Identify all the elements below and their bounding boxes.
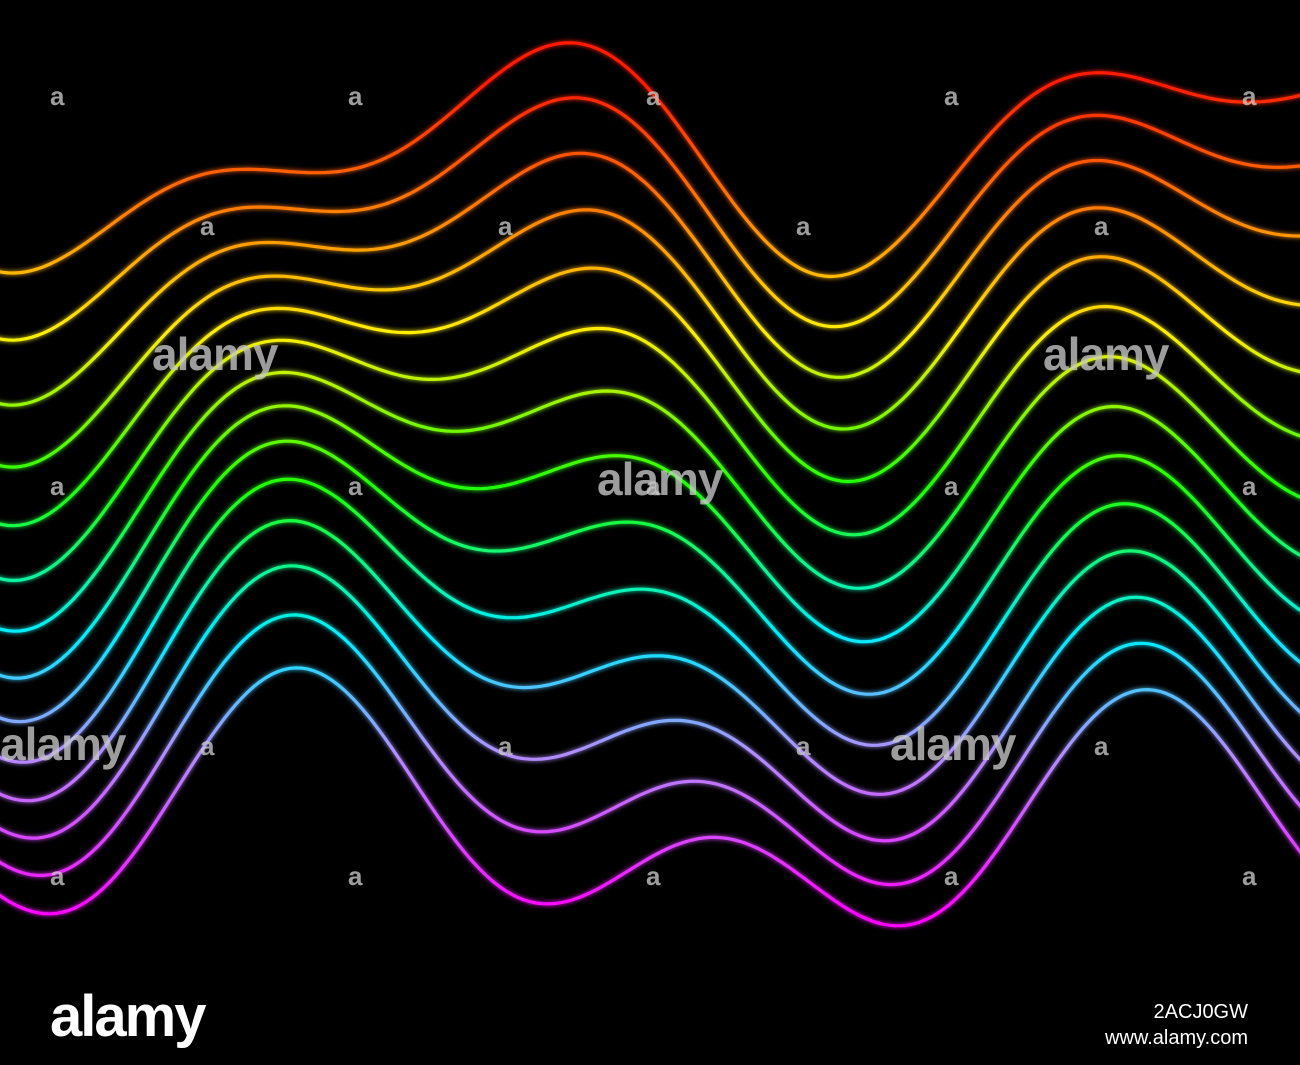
wave-line: [0, 439, 1300, 724]
wave-line: [0, 355, 1300, 633]
wave-line: [0, 666, 1300, 928]
watermark-logo: alamy: [597, 453, 724, 505]
watermark-mark: a: [944, 471, 959, 501]
watermark-mark: a: [1242, 81, 1257, 111]
wave-line: [0, 255, 1300, 528]
watermark-mark: a: [50, 861, 65, 891]
watermark-logo: alamy: [0, 718, 127, 770]
waves: [0, 41, 1300, 928]
wave-line: [0, 206, 1300, 469]
wave-line: [0, 613, 1300, 887]
wave-line: [0, 477, 1300, 764]
watermark-logo: alamy: [1043, 328, 1170, 380]
watermark-mark: a: [348, 81, 363, 111]
watermark-mark: a: [1094, 731, 1109, 761]
watermark-mark: a: [796, 731, 811, 761]
watermark-mark: a: [498, 731, 513, 761]
watermark-logo: alamy: [152, 328, 279, 380]
watermark-mark: a: [348, 471, 363, 501]
watermark-mark: a: [944, 81, 959, 111]
watermark-mark: a: [498, 211, 513, 241]
wave-line: [0, 151, 1300, 407]
wave-line: [0, 96, 1300, 342]
watermark-mark: a: [50, 81, 65, 111]
watermark-mark: a: [200, 731, 215, 761]
wave-art: alamy alamy alamy alamy alamy a a a a a a a a a a…: [0, 41, 1300, 928]
watermarks: alamy alamy alamy alamy alamy a a a a a a a a a a…: [0, 81, 1257, 891]
footer: alamy 2ACJ0GW www.alamy.com: [0, 975, 1300, 1065]
watermark-mark: a: [200, 211, 215, 241]
watermark-mark: a: [348, 861, 363, 891]
watermark-mark: a: [646, 81, 661, 111]
watermark-mark: a: [1094, 211, 1109, 241]
watermark-mark: a: [944, 861, 959, 891]
watermark-mark: a: [796, 211, 811, 241]
footer-logo: alamy: [50, 984, 206, 1049]
watermark-mark: a: [50, 471, 65, 501]
wave-line: [0, 518, 1300, 803]
watermark-mark: a: [1242, 471, 1257, 501]
wave-line: [0, 304, 1300, 583]
wave-line: [0, 404, 1300, 680]
watermark-mark: a: [646, 471, 661, 501]
watermark-mark: a: [1242, 861, 1257, 891]
wave-line: [0, 564, 1300, 843]
watermark-logo: alamy: [890, 718, 1017, 770]
wave-line: [0, 41, 1300, 279]
footer-url: www.alamy.com: [1105, 1027, 1248, 1049]
image-id: 2ACJ0GW: [1153, 1001, 1248, 1023]
watermark-mark: a: [646, 861, 661, 891]
